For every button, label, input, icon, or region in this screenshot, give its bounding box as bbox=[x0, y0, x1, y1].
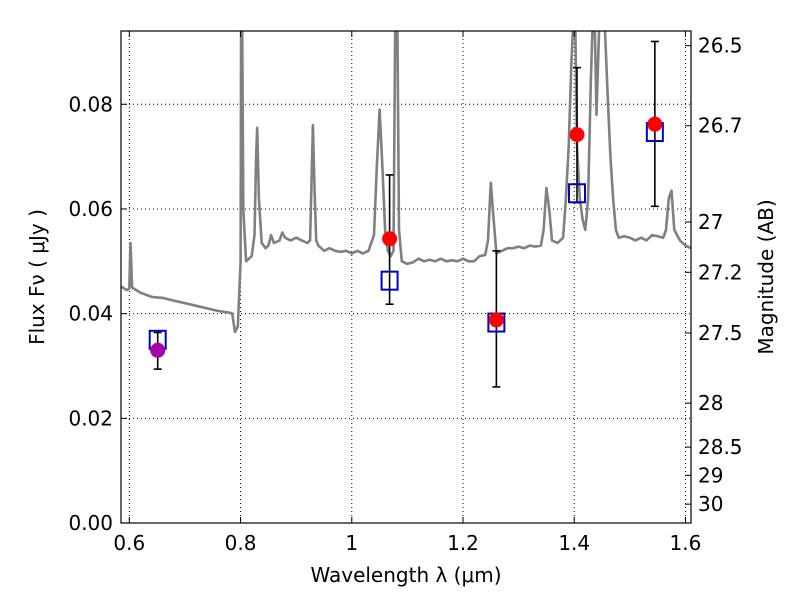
right-tick-labels: 26.5 26.7 27 27.2 27.5 28 28.5 29 30 bbox=[698, 34, 743, 517]
observed-point bbox=[647, 116, 663, 132]
y-tick-label: 0.00 bbox=[68, 511, 113, 535]
right-tick-label: 28.5 bbox=[698, 435, 743, 459]
right-tick-label: 29 bbox=[698, 463, 723, 487]
y-tick-label: 0.08 bbox=[68, 92, 113, 116]
x-tick-label: 1.4 bbox=[558, 531, 590, 555]
observed-point bbox=[488, 312, 504, 328]
right-tick-label: 26.7 bbox=[698, 114, 743, 138]
x-axis-label: Wavelength λ (μm) bbox=[310, 563, 501, 587]
y-axis-label: Flux Fν ( μJy ) bbox=[25, 209, 49, 345]
x-tick-label: 1.6 bbox=[670, 531, 702, 555]
y-tick-label: 0.02 bbox=[68, 406, 113, 430]
right-tick-label: 30 bbox=[698, 492, 723, 516]
y-tick-label: 0.04 bbox=[68, 302, 113, 326]
right-tick-label: 28 bbox=[698, 391, 723, 415]
right-axis-label: Magnitude (AB) bbox=[754, 199, 778, 354]
right-tick-label: 26.5 bbox=[698, 34, 743, 58]
model-spectrum bbox=[121, 31, 691, 334]
plot-frame bbox=[120, 30, 692, 524]
x-tick-label: 0.8 bbox=[225, 531, 257, 555]
observed-point bbox=[150, 342, 166, 358]
observed-photometry bbox=[150, 116, 663, 358]
model-photometry bbox=[148, 122, 664, 350]
x-tick-labels: 0.6 0.8 1 1.2 1.4 1.6 bbox=[113, 531, 701, 555]
y-tick-labels: 0.00 0.02 0.04 0.06 0.08 bbox=[68, 92, 113, 535]
sed-line bbox=[121, 31, 691, 334]
right-tick-label: 27.5 bbox=[698, 321, 743, 345]
x-tick-label: 0.6 bbox=[113, 531, 145, 555]
observed-point bbox=[382, 231, 398, 247]
right-tick-label: 27.2 bbox=[698, 260, 743, 284]
right-tick-label: 27 bbox=[698, 210, 723, 234]
y-tick-label: 0.06 bbox=[68, 197, 113, 221]
model-point bbox=[568, 183, 586, 204]
model-point bbox=[380, 270, 399, 291]
observed-point bbox=[569, 127, 585, 143]
x-tick-label: 1 bbox=[345, 531, 358, 555]
grid bbox=[121, 31, 691, 524]
x-tick-label: 1.2 bbox=[447, 531, 479, 555]
axis-ticks bbox=[121, 31, 691, 524]
